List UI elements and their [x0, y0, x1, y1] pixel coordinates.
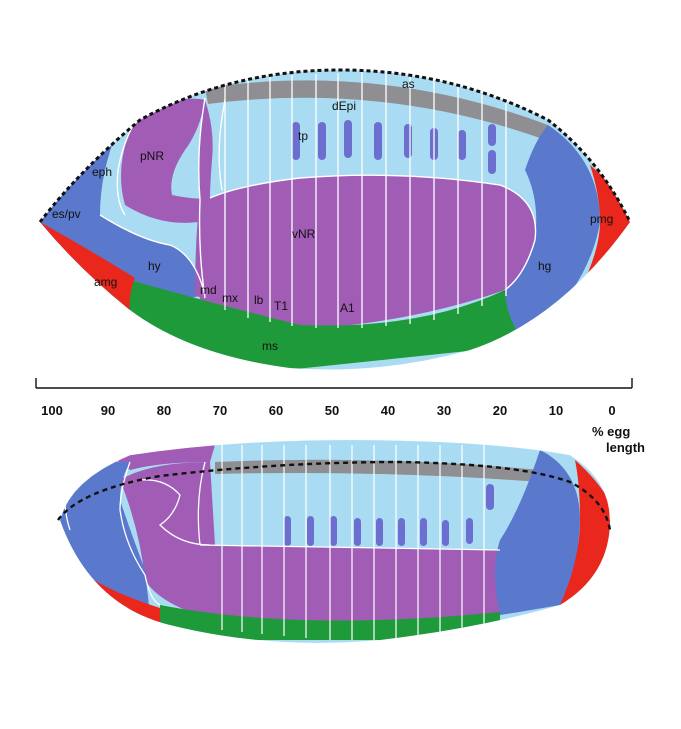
tracheal-placodes — [292, 120, 496, 174]
placode — [318, 122, 326, 160]
head-top-region — [110, 445, 215, 470]
axis-tick-label: 0 — [608, 403, 615, 418]
mesoderm-region — [40, 280, 525, 370]
egg-length-axis: 100 90 80 70 60 50 40 30 20 10 0 % egg length — [35, 378, 645, 455]
placode — [404, 124, 412, 158]
axis-tick-label: 20 — [493, 403, 507, 418]
label-as: as — [402, 77, 415, 91]
placode — [420, 518, 427, 546]
axis-tick-label: 100 — [41, 403, 63, 418]
axis-tick-label: 80 — [157, 403, 171, 418]
hindgut-region — [505, 125, 600, 345]
axis-tick-label: 40 — [381, 403, 395, 418]
label-A1: A1 — [340, 301, 355, 315]
placode — [486, 484, 494, 510]
placode — [330, 516, 337, 546]
axis-tick-label: 30 — [437, 403, 451, 418]
label-hg: hg — [538, 259, 551, 273]
top-labels: as dEpi tp pNR eph es/pv vNR hy amg md m… — [52, 77, 613, 353]
bottom-embryo-dorsal-outline — [57, 460, 612, 531]
axis-unit-line2: length — [606, 440, 645, 455]
label-vNR: vNR — [292, 227, 316, 241]
bottom-embryo — [60, 439, 610, 643]
axis-tick-label: 50 — [325, 403, 339, 418]
top-embryo-dorsal-outline — [38, 68, 632, 223]
label-hy: hy — [148, 259, 161, 273]
hypopharynx-region — [100, 215, 205, 295]
label-dEpi: dEpi — [332, 99, 356, 113]
axis-tick-label: 90 — [101, 403, 115, 418]
label-md: md — [200, 283, 217, 297]
label-tp: tp — [298, 129, 308, 143]
placode — [374, 122, 382, 160]
tracheal-placodes — [284, 484, 494, 546]
placode — [292, 122, 300, 160]
amnioserosa-region — [215, 459, 540, 482]
axis-tick-label: 10 — [549, 403, 563, 418]
placode — [284, 516, 291, 546]
hindgut-region — [495, 450, 580, 615]
label-mx: mx — [222, 291, 238, 305]
placode — [488, 124, 496, 146]
axis-tick-label: 70 — [213, 403, 227, 418]
ventral-neural-region — [198, 175, 536, 328]
axis-tick-label: 60 — [269, 403, 283, 418]
segment-lines — [224, 72, 507, 328]
label-eph: eph — [92, 165, 112, 179]
segment-lines — [221, 445, 485, 640]
ventral-neural-region — [200, 545, 500, 630]
placode — [307, 516, 314, 546]
placode — [442, 520, 449, 546]
placode — [458, 130, 466, 160]
bottom-embryo-outline — [59, 439, 611, 521]
placode — [376, 518, 383, 546]
placode — [344, 120, 352, 158]
placode — [488, 150, 496, 174]
label-amg: amg — [94, 275, 117, 289]
amnioserosa-region — [205, 80, 548, 138]
axis-unit-line1: % egg — [592, 424, 630, 439]
label-T1: T1 — [274, 299, 288, 313]
label-lb: lb — [254, 293, 264, 307]
label-pmg: pmg — [590, 212, 613, 226]
procephalic-neural-region — [120, 462, 215, 620]
axis-ticks: 100 90 80 70 60 50 40 30 20 10 0 — [41, 403, 615, 418]
placode — [398, 518, 405, 546]
procephalic-neural-region — [121, 98, 210, 223]
label-ms: ms — [262, 339, 278, 353]
posterior-midgut-region — [580, 165, 630, 290]
placode — [354, 518, 361, 546]
label-es-pv: es/pv — [52, 207, 81, 221]
placode — [466, 518, 473, 544]
label-pNR: pNR — [140, 149, 164, 163]
